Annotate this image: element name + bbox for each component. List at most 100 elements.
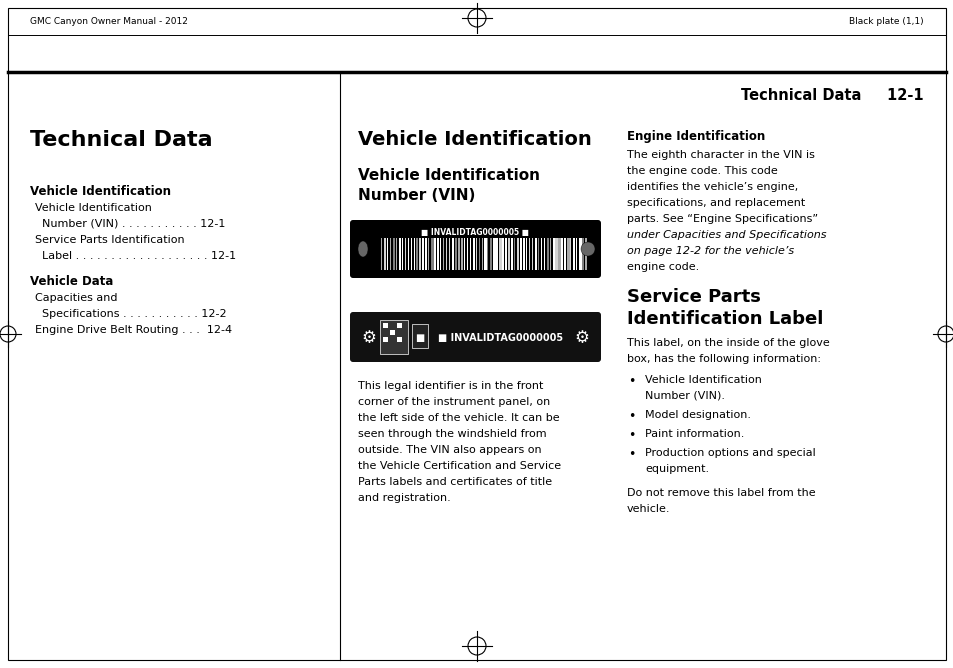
Text: on page 12-2 for the vehicle’s: on page 12-2 for the vehicle’s	[626, 246, 793, 256]
Bar	[422, 238, 424, 270]
Bar	[531, 238, 533, 270]
Ellipse shape	[357, 241, 368, 257]
Text: Production options and special: Production options and special	[644, 448, 815, 458]
Text: Vehicle Identification: Vehicle Identification	[357, 168, 539, 183]
Text: Label . . . . . . . . . . . . . . . . . . . 12-1: Label . . . . . . . . . . . . . . . . . …	[35, 251, 236, 261]
Text: Model designation.: Model designation.	[644, 410, 750, 420]
Bar	[519, 238, 521, 270]
Text: Paint information.: Paint information.	[644, 429, 743, 439]
Bar	[555, 238, 558, 270]
Bar	[540, 238, 541, 270]
Text: and registration.: and registration.	[357, 493, 450, 503]
Text: identifies the vehicle’s engine,: identifies the vehicle’s engine,	[626, 182, 798, 192]
Bar	[416, 238, 417, 270]
Bar	[436, 238, 438, 270]
Text: Vehicle Data: Vehicle Data	[30, 275, 113, 288]
Text: Vehicle Identification: Vehicle Identification	[644, 375, 761, 385]
Bar	[428, 238, 429, 270]
Bar	[457, 238, 459, 270]
Text: •: •	[628, 410, 635, 423]
Bar	[383, 238, 386, 270]
FancyBboxPatch shape	[350, 312, 600, 362]
Bar	[380, 238, 382, 270]
Text: ⚙: ⚙	[574, 329, 589, 347]
Text: Engine Identification: Engine Identification	[626, 130, 764, 143]
Bar	[576, 238, 577, 270]
Text: Capacities and: Capacities and	[35, 293, 117, 303]
Text: outside. The VIN also appears on: outside. The VIN also appears on	[357, 445, 541, 455]
Bar	[390, 330, 395, 335]
Bar	[452, 238, 454, 270]
Bar	[581, 238, 583, 270]
Bar	[390, 337, 395, 342]
Bar	[498, 238, 501, 270]
Text: ■: ■	[415, 333, 424, 343]
Bar	[481, 238, 482, 270]
Text: Vehicle Identification: Vehicle Identification	[30, 185, 171, 198]
Bar	[390, 323, 395, 328]
Bar	[434, 238, 436, 270]
Bar	[446, 238, 447, 270]
Bar	[449, 238, 450, 270]
Bar	[396, 337, 401, 342]
Text: Specifications . . . . . . . . . . . 12-2: Specifications . . . . . . . . . . . 12-…	[35, 309, 227, 319]
Text: the left side of the vehicle. It can be: the left side of the vehicle. It can be	[357, 413, 559, 423]
Bar	[419, 238, 420, 270]
Bar	[407, 238, 409, 270]
Bar	[484, 238, 486, 270]
Bar	[496, 238, 497, 270]
Bar	[535, 238, 537, 270]
Text: •: •	[628, 375, 635, 388]
Bar	[404, 238, 406, 270]
Text: box, has the following information:: box, has the following information:	[626, 354, 821, 364]
Bar	[455, 238, 456, 270]
Text: Technical Data     12-1: Technical Data 12-1	[740, 88, 923, 103]
Bar	[564, 238, 565, 270]
Text: Black plate (1,1): Black plate (1,1)	[848, 17, 923, 27]
Text: Technical Data: Technical Data	[30, 130, 213, 150]
Bar	[514, 238, 515, 270]
Bar	[508, 238, 510, 270]
Bar	[501, 238, 503, 270]
Text: This legal identifier is in the front: This legal identifier is in the front	[357, 381, 543, 391]
Bar	[543, 238, 544, 270]
Bar	[439, 238, 441, 270]
Bar	[387, 238, 388, 270]
Text: Engine Drive Belt Routing . . .  12-4: Engine Drive Belt Routing . . . 12-4	[35, 325, 232, 335]
Bar	[578, 238, 581, 270]
Text: •: •	[628, 448, 635, 461]
Text: the engine code. This code: the engine code. This code	[626, 166, 777, 176]
Bar	[469, 238, 471, 270]
Bar	[425, 238, 427, 270]
FancyBboxPatch shape	[379, 320, 408, 354]
Bar	[390, 238, 391, 270]
Text: Do not remove this label from the: Do not remove this label from the	[626, 488, 815, 498]
Bar	[490, 238, 492, 270]
Text: This label, on the inside of the glove: This label, on the inside of the glove	[626, 338, 829, 348]
Bar	[472, 238, 475, 270]
Bar	[493, 238, 495, 270]
Bar	[382, 323, 388, 328]
Bar	[382, 330, 388, 335]
Bar	[573, 238, 574, 270]
Bar	[410, 238, 412, 270]
Bar	[463, 238, 464, 270]
Text: corner of the instrument panel, on: corner of the instrument panel, on	[357, 397, 550, 407]
Text: under Capacities and Specifications: under Capacities and Specifications	[626, 230, 825, 240]
Bar	[517, 238, 518, 270]
Text: the Vehicle Certification and Service: the Vehicle Certification and Service	[357, 461, 560, 471]
Bar	[558, 238, 560, 270]
Bar	[466, 238, 467, 270]
Text: ⚙: ⚙	[361, 329, 376, 347]
FancyBboxPatch shape	[412, 324, 428, 348]
Text: engine code.: engine code.	[626, 262, 699, 272]
Circle shape	[580, 242, 595, 256]
Text: Service Parts Identification: Service Parts Identification	[35, 235, 185, 245]
Bar	[511, 238, 513, 270]
Bar	[552, 238, 554, 270]
Bar	[413, 238, 415, 270]
Bar	[567, 238, 569, 270]
Bar	[537, 238, 538, 270]
Text: vehicle.: vehicle.	[626, 504, 670, 514]
Bar	[382, 337, 388, 342]
